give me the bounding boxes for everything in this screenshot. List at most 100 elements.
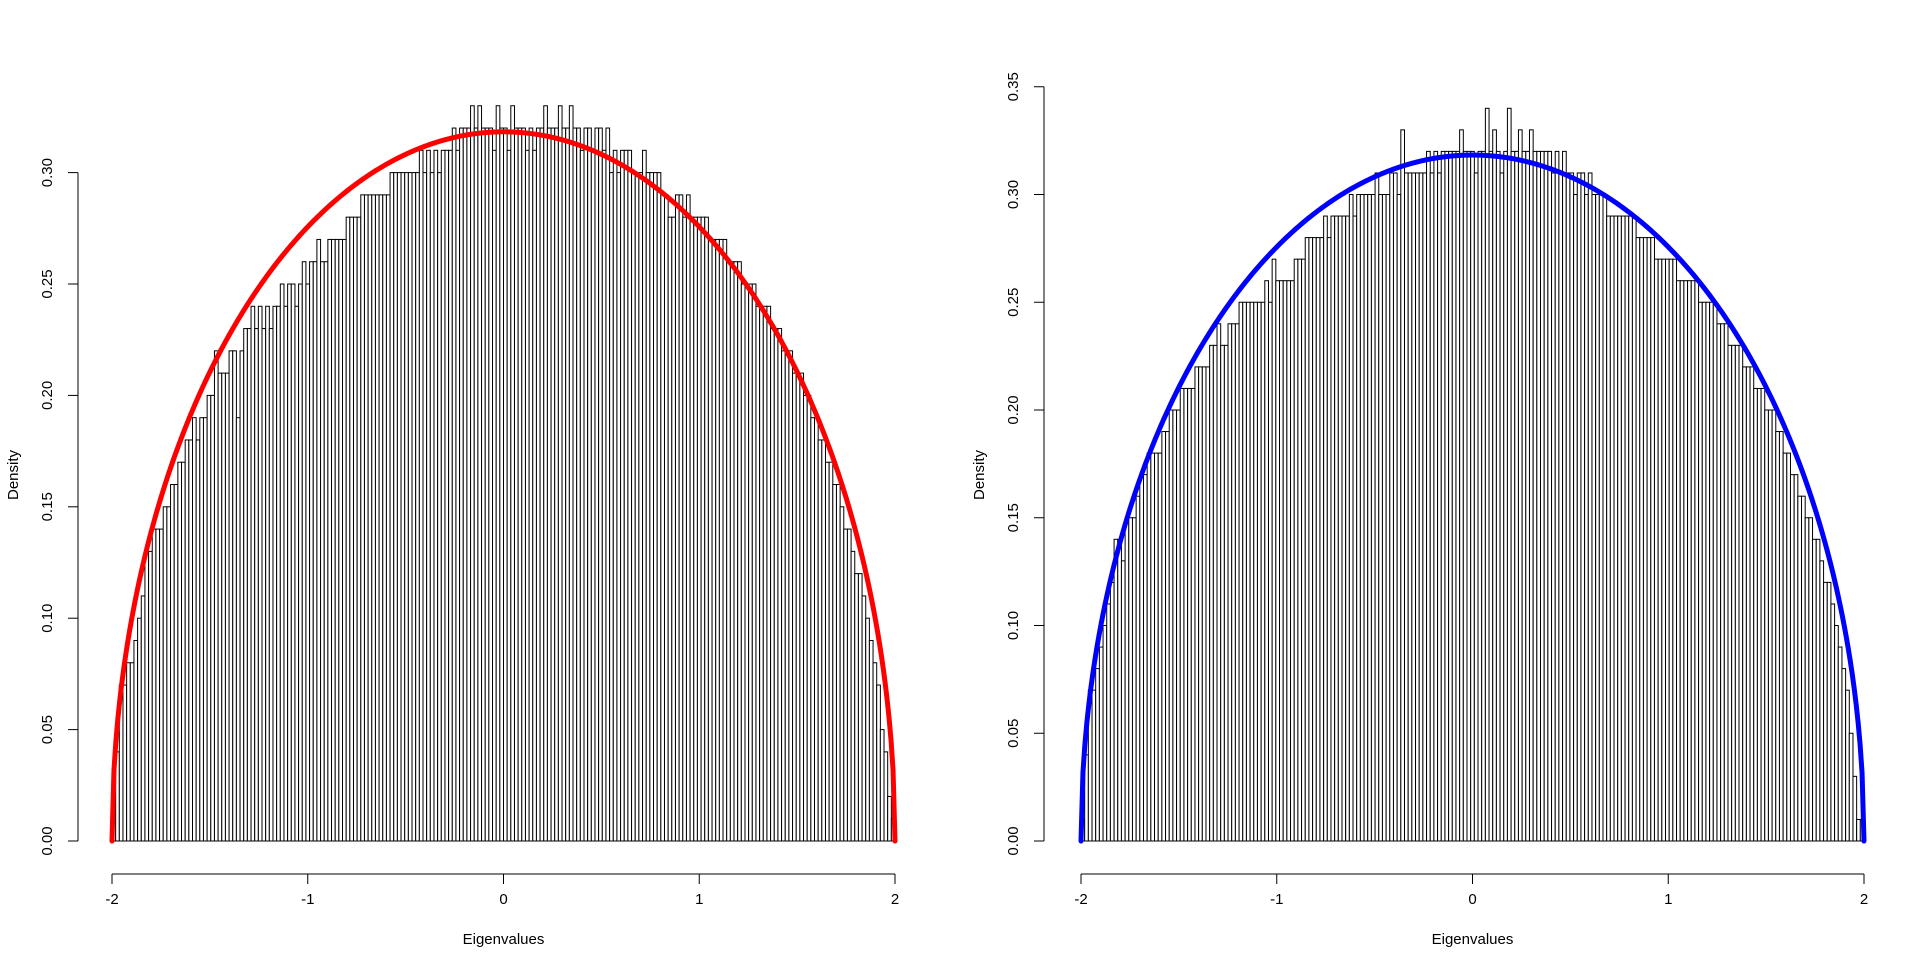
- left-histogram-bar: [846, 528, 852, 842]
- right-histogram-bar: [1664, 258, 1670, 842]
- right-histogram-bar: [1264, 280, 1269, 842]
- right-histogram-bar: [1606, 215, 1611, 842]
- left-histogram-bar: [327, 238, 333, 842]
- left-histogram-bar: [718, 238, 724, 842]
- left-histogram-bar: [246, 328, 252, 842]
- right-histogram-bar: [1756, 387, 1762, 842]
- right-histogram-bar: [1359, 194, 1365, 842]
- left-histogram-bar: [488, 127, 494, 842]
- left-histogram-bar: [839, 506, 845, 842]
- left-histogram-bar: [539, 127, 545, 842]
- right-histogram-bar: [1212, 344, 1218, 842]
- left-histogram-bar: [239, 350, 245, 842]
- left-y-tick-label: 0.05: [39, 715, 56, 744]
- left-histogram-bar: [195, 439, 201, 842]
- left-histogram-bar: [298, 283, 303, 842]
- left-histogram-bar: [777, 328, 783, 842]
- right-histogram-bar: [1473, 172, 1479, 842]
- right-x-tick-label: 1: [1664, 891, 1672, 908]
- left-histogram-bar: [202, 417, 208, 842]
- left-histogram-bar: [872, 662, 878, 842]
- left-histogram-bar: [459, 127, 464, 842]
- right-histogram-bar: [1142, 474, 1148, 842]
- left-histogram-bar: [682, 216, 687, 842]
- left-histogram-bar: [342, 238, 347, 842]
- right-y-axis-label: Density: [971, 449, 988, 500]
- left-histogram-bar: [166, 506, 172, 842]
- right-histogram-bar: [1378, 194, 1383, 842]
- left-histogram-bar: [451, 127, 457, 842]
- right-histogram-bar: [1113, 538, 1119, 842]
- left-histogram-bar: [396, 172, 402, 842]
- right-y-tick-label: 0.25: [1005, 288, 1022, 317]
- right-histogram-bar: [1448, 150, 1453, 842]
- left-histogram-bar: [415, 172, 420, 842]
- left-y-tick-label: 0.20: [39, 381, 56, 410]
- left-histogram-bar: [360, 194, 365, 842]
- left-histogram-bar: [887, 795, 892, 842]
- right-histogram-bar: [1407, 172, 1413, 842]
- left-histogram-bar: [543, 105, 548, 842]
- right-histogram-bar: [1330, 215, 1336, 842]
- left-histogram-bar: [250, 305, 256, 842]
- left-histogram-bar: [638, 172, 644, 842]
- left-histogram-bar: [631, 172, 636, 842]
- right-histogram-bar: [1789, 474, 1795, 842]
- right-histogram-bar: [1716, 323, 1722, 842]
- right-histogram-bar: [1293, 258, 1299, 842]
- right-histogram-bar: [1135, 495, 1141, 842]
- left-histogram-bar: [140, 595, 146, 842]
- right-histogram-bar: [1543, 150, 1549, 842]
- left-histogram-bar: [426, 149, 431, 842]
- left-histogram-bar: [707, 238, 713, 842]
- right-histogram-panel: -2 -1 0 1 2 0.00 0.05 0.10 0.15 0.20 0.25 0.30 0.35…: [971, 72, 1868, 948]
- left-histogram-bar: [821, 439, 826, 842]
- left-histogram-bar: [393, 172, 398, 842]
- right-histogram-bar: [1308, 237, 1314, 842]
- right-histogram-bar: [1580, 172, 1586, 842]
- left-histogram-bar: [305, 283, 311, 842]
- left-histogram-bar: [148, 550, 153, 842]
- right-histogram-bar: [1392, 172, 1398, 842]
- left-histogram-bar: [817, 439, 823, 842]
- right-histogram-bar: [1168, 409, 1174, 842]
- right-histogram-bar: [1183, 387, 1189, 842]
- right-histogram-bar: [1337, 215, 1343, 842]
- left-histogram-bar: [261, 328, 267, 842]
- left-histogram-bar: [440, 149, 446, 842]
- right-histogram-bar: [1201, 366, 1207, 842]
- right-histogram-bar: [1271, 258, 1277, 842]
- left-histogram-bar: [137, 617, 142, 842]
- left-histogram-bar: [759, 305, 764, 842]
- left-histogram-bar: [389, 172, 395, 842]
- left-histogram-bar: [832, 484, 837, 842]
- right-histogram-bar: [1396, 194, 1402, 842]
- right-histogram-bar: [1341, 215, 1347, 842]
- right-histogram-bars: [1080, 107, 1865, 842]
- right-histogram-bar: [1470, 150, 1475, 842]
- right-histogram-bar: [1437, 172, 1442, 842]
- right-histogram-bar: [1639, 237, 1644, 842]
- right-histogram-bar: [1657, 258, 1663, 842]
- left-histogram-bar: [213, 350, 219, 842]
- left-histogram-bar: [824, 461, 830, 842]
- left-histogram-bar: [773, 328, 779, 842]
- left-histogram-bar: [835, 484, 841, 842]
- left-x-tick-label: -1: [301, 891, 314, 908]
- left-histogram-bar: [762, 305, 768, 842]
- right-histogram-bar: [1723, 323, 1729, 842]
- right-histogram-bar: [1190, 387, 1196, 842]
- right-histogram-bar: [1613, 215, 1619, 842]
- right-histogram-bar: [1587, 172, 1593, 842]
- right-histogram-bar: [1205, 366, 1211, 842]
- right-histogram-bar: [1705, 301, 1711, 842]
- right-histogram-bar: [1536, 150, 1542, 842]
- left-histogram-bar: [173, 484, 179, 842]
- left-histogram-bar: [751, 283, 757, 842]
- left-histogram-bar: [565, 127, 570, 842]
- left-histogram-bar: [374, 194, 380, 842]
- left-x-tick-label: 0: [499, 891, 507, 908]
- left-histogram-bar: [162, 506, 168, 842]
- left-histogram-bar: [854, 573, 859, 842]
- left-histogram-bar: [499, 127, 504, 842]
